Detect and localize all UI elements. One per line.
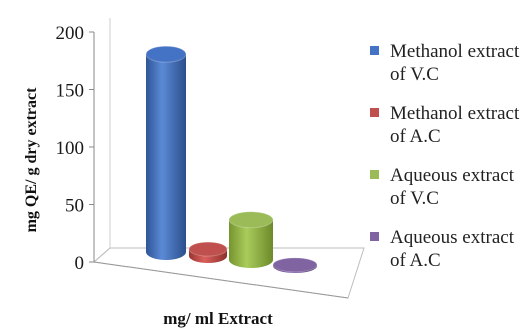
legend-item-methanol-ac: Methanol extract of A.C	[370, 102, 526, 164]
legend-label-aqueous-vc: Aqueous extract of V.C	[390, 165, 514, 209]
legend-label-methanol-vc: Methanol extract of V.C	[390, 41, 520, 85]
bar-body	[229, 219, 273, 268]
y-tick-label: 200	[56, 23, 85, 44]
bar-top	[272, 257, 318, 273]
x-axis-title: mg/ ml Extract	[163, 309, 273, 328]
bars	[145, 45, 318, 273]
legend-swatch-aqueous-vc	[370, 170, 379, 179]
legend-item-aqueous-ac: Aqueous extract of A.C	[370, 226, 526, 288]
bar-top	[145, 45, 187, 63]
legend-label-aqueous-ac: Aqueous extract of A.C	[390, 227, 514, 271]
bar-3	[272, 257, 318, 273]
y-tick-label: 150	[56, 81, 85, 102]
y-axis-ticks: 0 50 100 150 200	[56, 23, 94, 274]
legend-swatch-methanol-ac	[370, 108, 379, 117]
legend-label-methanol-ac: Methanol extract of A.C	[390, 103, 520, 147]
bar-2	[228, 211, 274, 268]
bar-body	[146, 54, 186, 261]
y-tick-label: 0	[75, 253, 85, 274]
legend-item-aqueous-vc: Aqueous extract of V.C	[370, 164, 526, 226]
floor-bottom-edge	[93, 261, 349, 299]
bar-0	[145, 45, 187, 261]
legend-item-methanol-vc: Methanol extract of V.C	[370, 40, 526, 102]
y-axis-title: mg QE/ g dry extract	[23, 87, 40, 233]
back-wall-left-edge	[93, 18, 111, 263]
y-tick-label: 100	[56, 138, 85, 159]
legend-swatch-methanol-vc	[370, 46, 379, 55]
bar-top	[228, 211, 274, 229]
y-tick-label: 50	[65, 196, 84, 217]
legend: Methanol extract of V.C Methanol extract…	[370, 40, 526, 288]
bar-1	[188, 241, 228, 263]
legend-swatch-aqueous-ac	[370, 232, 379, 241]
bar-top	[188, 241, 228, 257]
